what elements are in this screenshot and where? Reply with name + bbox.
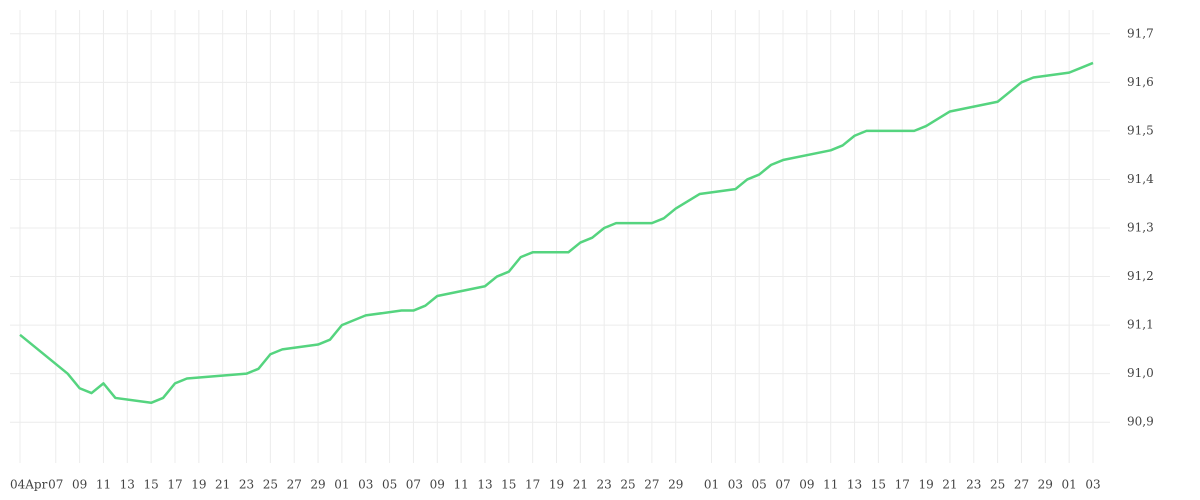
y-tick-label: 91,4 [1127,172,1154,186]
x-tick-label: 09 [72,478,87,492]
x-tick-label: 01 [334,478,349,492]
x-tick-label: 05 [752,478,767,492]
x-tick-label: 27 [287,478,302,492]
x-tick-label: 27 [644,478,659,492]
x-tick-label: 25 [620,478,635,492]
x-tick-label: 25 [990,478,1005,492]
y-tick-label: 91,7 [1127,26,1154,40]
x-tick-label: 29 [1038,478,1053,492]
x-tick-label: 27 [1014,478,1029,492]
x-tick-label: 17 [525,478,540,492]
x-tick-label: 29 [310,478,325,492]
x-tick-label: 07 [48,478,63,492]
x-tick-label: 19 [549,478,564,492]
x-tick-label: 09 [799,478,814,492]
x-tick-label: 21 [573,478,588,492]
x-tick-label: 01 [704,478,719,492]
x-tick-label: 23 [239,478,254,492]
x-tick-label: 21 [215,478,230,492]
x-tick-label: 25 [263,478,278,492]
x-tick-label: 13 [120,478,135,492]
x-tick-label: 15 [871,478,886,492]
x-tick-label: 15 [501,478,516,492]
x-tick-label: 11 [96,478,111,492]
x-tick-label: 07 [406,478,421,492]
x-tick-label: 15 [144,478,159,492]
y-tick-label: 90,9 [1127,415,1154,429]
x-tick-label: 13 [477,478,492,492]
y-tick-label: 91,6 [1127,75,1154,89]
x-tick-label: 03 [358,478,373,492]
line [19,61,1094,405]
x-tick-label: 05 [382,478,397,492]
x-tick-label: 09 [430,478,445,492]
x-tick-label: 07 [775,478,790,492]
y-tick-label: 91,1 [1127,318,1154,332]
x-tick-label: 17 [895,478,910,492]
x-tick-label: 03 [728,478,743,492]
y-tick-label: 91,5 [1127,123,1154,137]
x-tick-label: 17 [167,478,182,492]
x-tick-label: 03 [1085,478,1100,492]
y-tick-label: 91,3 [1127,221,1154,235]
x-tick-label: 01 [1062,478,1077,492]
x-tick-label: 13 [847,478,862,492]
x-tick-label: 23 [966,478,981,492]
x-tick-label: 19 [918,478,933,492]
x-tick-label: 11 [453,478,468,492]
y-tick-label: 91,0 [1127,366,1154,380]
x-tick-label: 29 [668,478,683,492]
x-tick-label: 23 [597,478,612,492]
x-tick-label: 11 [823,478,838,492]
x-tick-label: 19 [191,478,206,492]
y-tick-label: 91,2 [1127,269,1154,283]
x-tick-label: 04Apr [10,478,48,492]
x-tick-label: 21 [942,478,957,492]
